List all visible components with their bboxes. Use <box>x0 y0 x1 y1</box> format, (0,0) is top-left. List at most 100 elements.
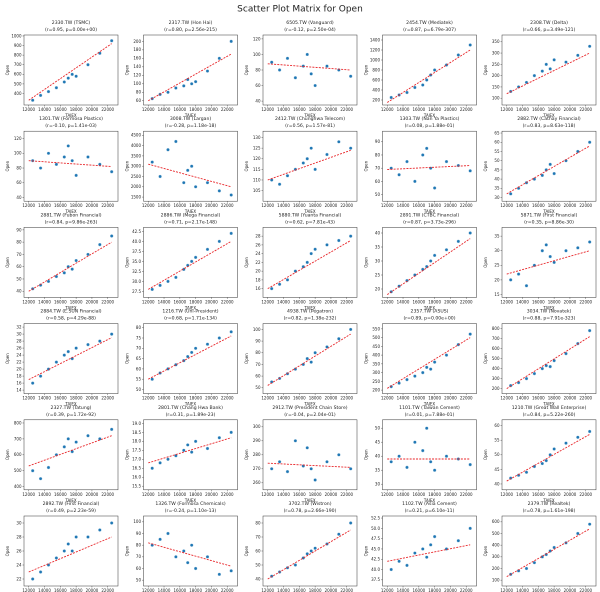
x-tick-label: 12000 <box>261 203 274 208</box>
x-tick-label: 22000 <box>340 588 353 592</box>
subplot-title: 3034.TW (Novatek) <box>527 309 572 315</box>
y-tick-label: 200 <box>492 566 500 571</box>
scatter-point <box>348 234 353 238</box>
y-axis-label: Open <box>483 545 488 556</box>
scatter-point <box>313 546 317 550</box>
y-tick-label: 50 <box>255 385 261 390</box>
scatter-point <box>337 453 341 457</box>
x-tick-label: 22000 <box>221 492 234 497</box>
y-axis-label: Open <box>364 257 369 268</box>
x-tick-label: 14000 <box>516 588 529 592</box>
subplot-title: 2330.TW (TSMC) <box>52 20 91 26</box>
x-tick-label: 14000 <box>277 299 290 304</box>
scatter-point <box>309 549 313 553</box>
y-tick-label: 26 <box>255 242 261 247</box>
scatter-point <box>325 64 329 68</box>
plot-frame <box>382 323 477 394</box>
y-tick-label: 600 <box>14 72 22 77</box>
y-tick-label: 20 <box>494 277 500 282</box>
y-tick-label: 70 <box>136 554 142 559</box>
trend-line <box>267 240 351 290</box>
x-tick-label: 20000 <box>86 299 99 304</box>
y-tick-label: 27.5 <box>132 289 141 294</box>
scatter-point <box>189 450 194 454</box>
subplot-title: 2882.TW (Cathay Financial) <box>517 116 581 122</box>
x-tick-label: 12000 <box>381 492 394 497</box>
scatter-point <box>428 543 433 547</box>
x-tick-label: 20000 <box>325 396 338 401</box>
scatter-point <box>389 460 393 464</box>
scatter-point <box>166 457 170 462</box>
plot-frame <box>143 515 238 587</box>
x-tick-label: 22000 <box>221 299 234 304</box>
trend-line <box>267 529 351 580</box>
x-tick-label: 20000 <box>444 299 457 304</box>
x-tick-label: 12000 <box>500 492 513 497</box>
x-tick-label: 20000 <box>325 107 338 112</box>
y-tick-label: 500 <box>492 531 500 536</box>
y-tick-label: 270 <box>253 466 261 471</box>
scatter-point <box>193 255 198 260</box>
subplot-title: 1102.TW (Asia Cement) <box>402 501 457 507</box>
trend-line <box>28 241 112 292</box>
x-tick-label: 22000 <box>579 107 592 112</box>
x-tick-label: 12000 <box>381 396 394 401</box>
y-tick-label: 65 <box>494 130 500 135</box>
scatter-point <box>66 76 70 80</box>
y-tick-label: 120 <box>253 36 261 41</box>
x-tick-label: 18000 <box>548 492 561 497</box>
scatter-point <box>532 73 537 78</box>
y-tick-label: 350 <box>492 39 500 44</box>
scatter-point <box>468 231 472 235</box>
trend-line <box>148 241 232 290</box>
y-tick-label: 17.5 <box>132 448 141 453</box>
y-tick-label: 100 <box>492 96 500 101</box>
x-tick-label: 12000 <box>142 203 155 208</box>
y-tick-label: 40 <box>375 230 381 235</box>
scatter-point <box>174 139 178 144</box>
scatter-point <box>305 52 309 57</box>
scatter-point <box>229 330 233 334</box>
scatter-point <box>548 67 552 71</box>
scatter-point <box>205 69 210 73</box>
x-tick-label: 18000 <box>428 107 441 112</box>
subplot-title: 2357.TW (ASUS) <box>411 309 449 315</box>
scatter-point <box>74 173 78 178</box>
y-tick-label: 45 <box>375 440 381 445</box>
x-tick-label: 12000 <box>142 588 155 592</box>
scatter-point <box>98 242 102 247</box>
x-tick-label: 16000 <box>293 492 306 497</box>
x-tick-label: 16000 <box>173 396 186 401</box>
scatter-point <box>38 93 43 98</box>
scatter-point <box>62 271 67 275</box>
x-tick-label: 14000 <box>397 203 410 208</box>
x-tick-label: 12000 <box>22 396 35 401</box>
x-tick-label: 14000 <box>38 299 51 304</box>
y-tick-label: 500 <box>14 468 22 473</box>
y-tick-label: 40 <box>494 481 500 486</box>
scatter-point <box>229 39 233 44</box>
scatter-point <box>66 437 70 441</box>
scatter-point <box>456 163 461 168</box>
x-tick-label: 18000 <box>309 396 322 401</box>
scatter-point <box>524 470 529 475</box>
plot-frame <box>382 419 477 491</box>
scatter-point <box>564 351 568 356</box>
scatter-point <box>293 76 298 80</box>
x-tick-label: 22000 <box>340 299 353 304</box>
scatter-point <box>166 90 170 95</box>
scatter-point <box>532 371 537 376</box>
scatter-point <box>70 267 74 271</box>
x-tick-label: 12000 <box>22 588 35 592</box>
x-tick-label: 12000 <box>500 107 513 112</box>
scatter-point <box>552 447 556 451</box>
scatter-point <box>309 360 313 364</box>
scatter-point <box>432 534 437 539</box>
y-tick-label: 80 <box>136 325 142 330</box>
y-tick-label: 40 <box>494 176 500 181</box>
scatter-point <box>174 363 178 367</box>
trend-line <box>148 437 232 464</box>
y-tick-label: 60 <box>255 548 261 553</box>
x-tick-label: 16000 <box>532 396 545 401</box>
